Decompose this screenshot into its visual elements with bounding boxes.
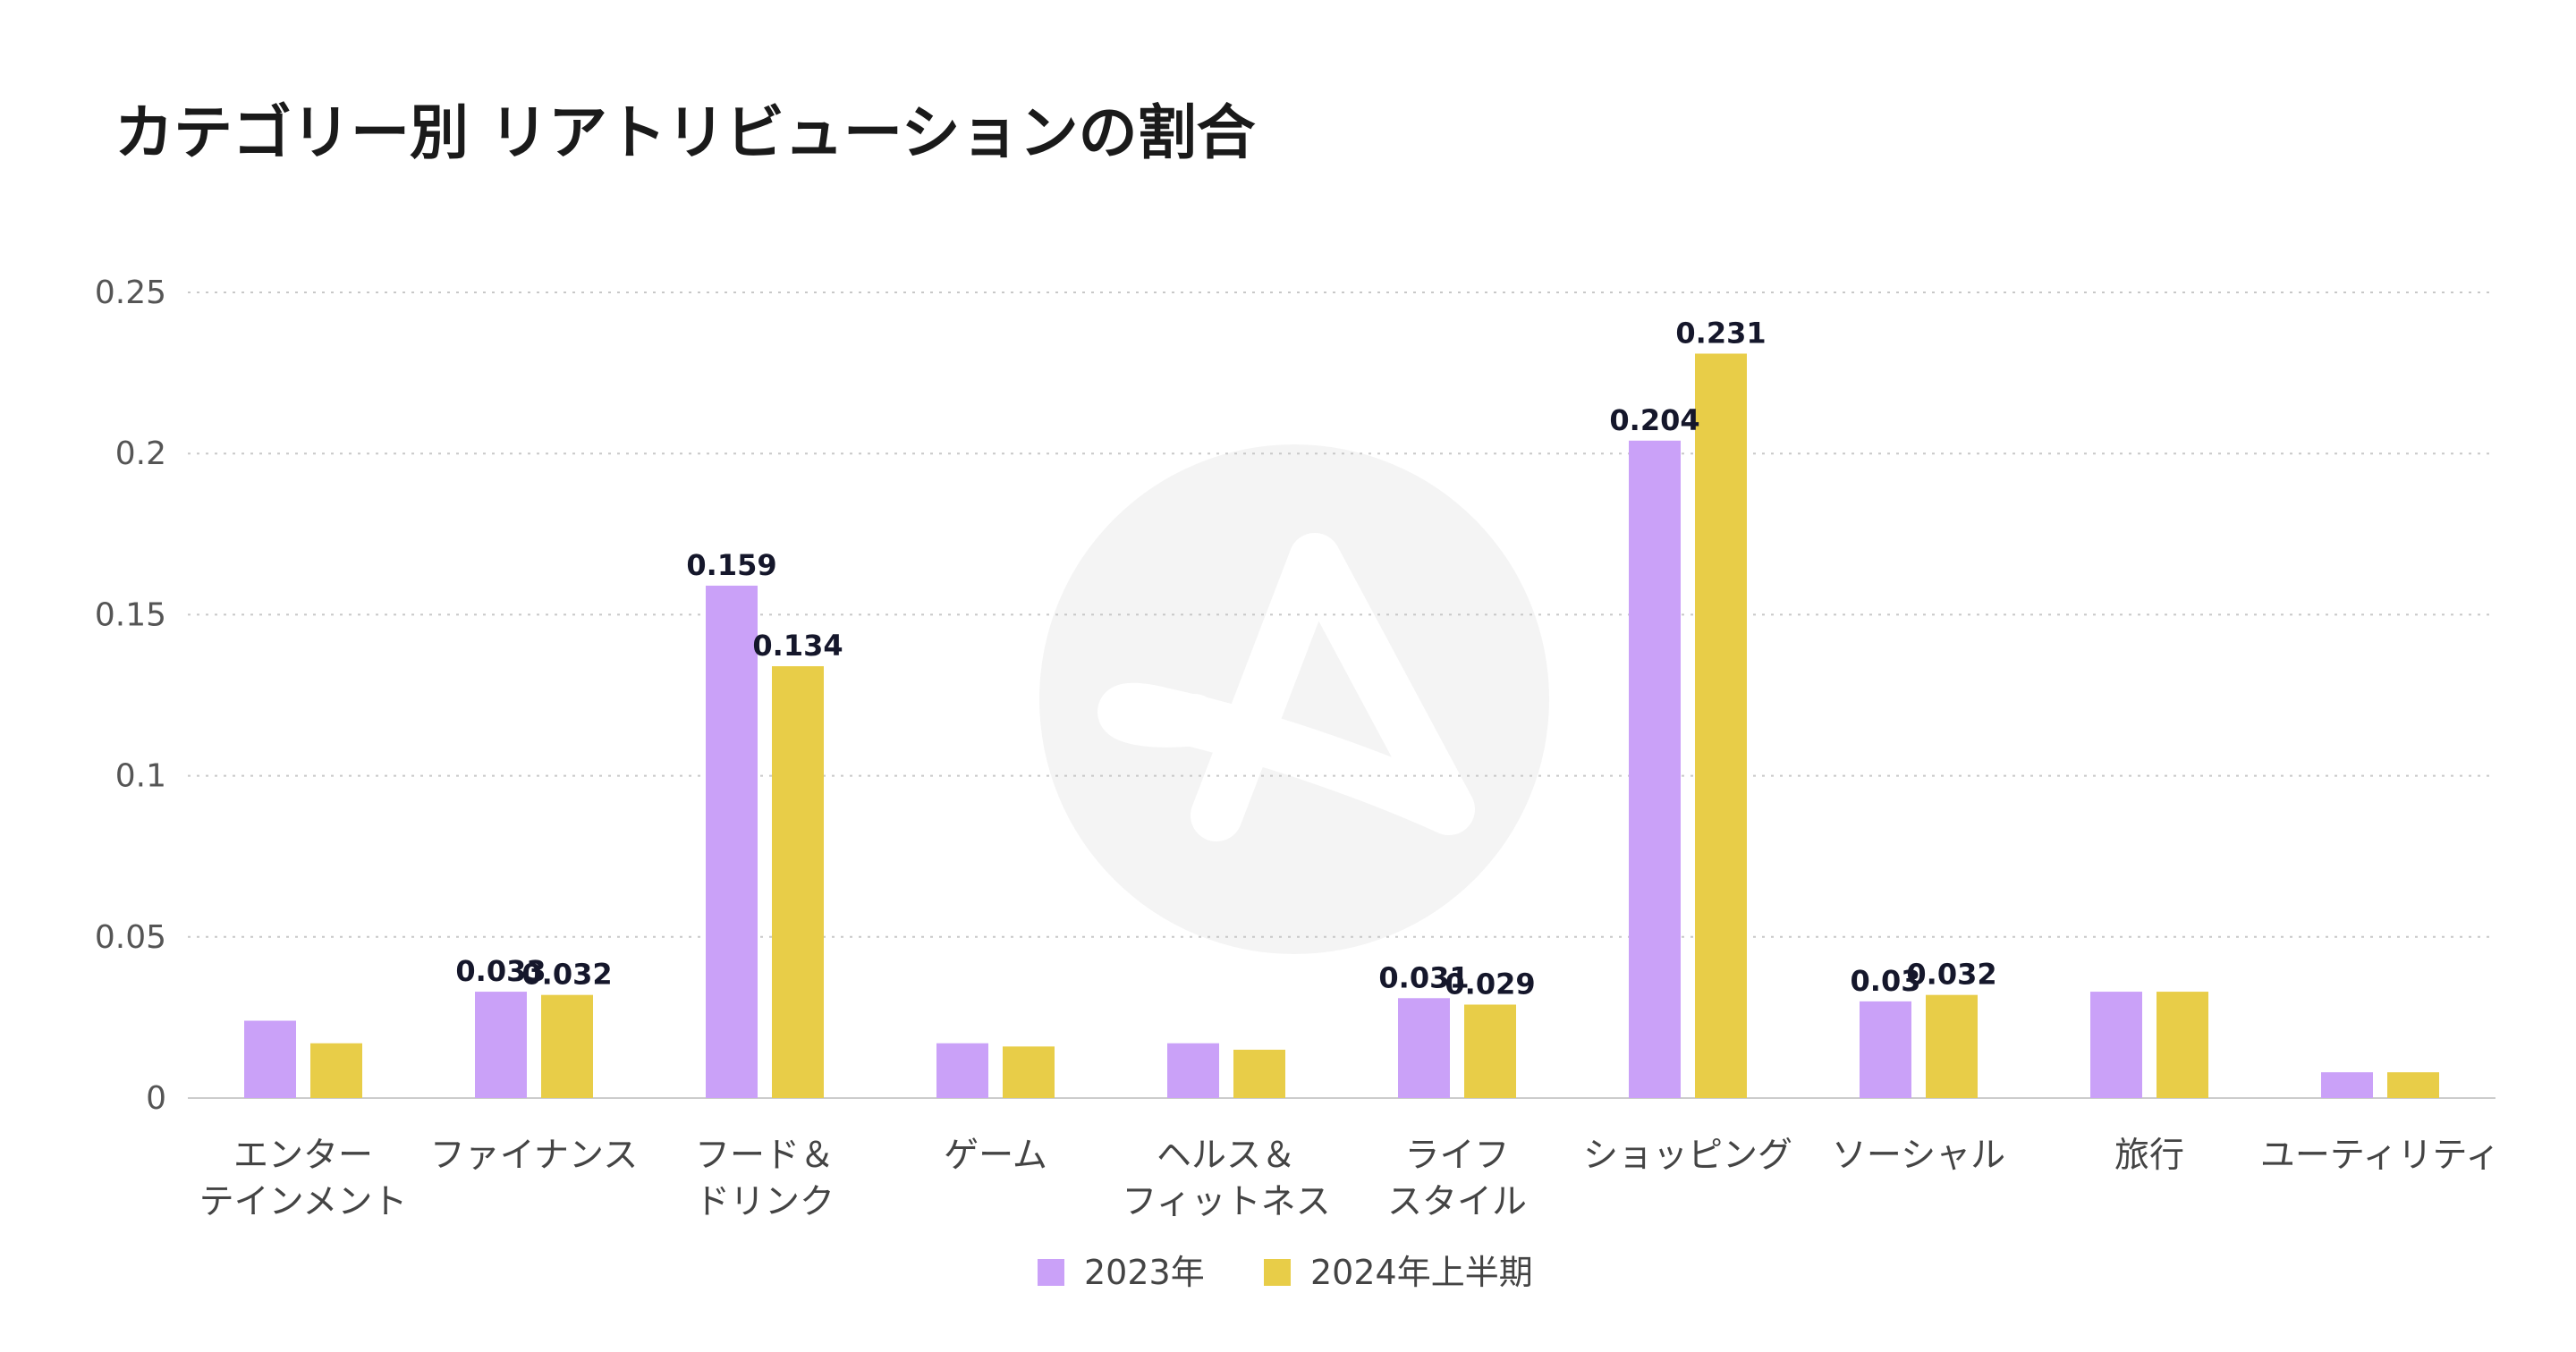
bar-series2 (1695, 353, 1747, 1098)
bar-series2 (2157, 992, 2208, 1098)
y-tick-label: 0.1 (115, 758, 166, 795)
legend-label: 2023年 (1084, 1253, 1205, 1292)
data-label: 0.029 (1445, 967, 1535, 1001)
y-tick-label: 0.05 (95, 919, 166, 956)
y-tick-label: 0 (146, 1080, 166, 1117)
x-tick-label: ヘルス＆ (1157, 1136, 1296, 1176)
data-labels: 0.0330.0320.1590.1340.0310.0290.2040.231… (455, 316, 1996, 1001)
bar-series2 (1233, 1049, 1285, 1098)
x-tick-label: ユーティリティ (2260, 1136, 2500, 1176)
bar-series1 (936, 1043, 988, 1098)
logo-watermark (1039, 444, 1549, 954)
x-tick-label: フィットネス (1122, 1182, 1330, 1222)
data-label: 0.03 (1851, 964, 1921, 998)
bar-series1 (475, 992, 527, 1098)
data-label: 0.032 (1906, 958, 1996, 992)
y-tick-label: 0.15 (95, 596, 166, 633)
bar-series2 (1003, 1046, 1055, 1098)
bar-series1 (2090, 992, 2142, 1098)
bar-series1 (1860, 1001, 1911, 1098)
bar-series2 (2387, 1072, 2439, 1098)
legend-swatch (1264, 1259, 1291, 1286)
data-label: 0.204 (1609, 403, 1699, 437)
legend: 2023年 2024年上半期 (1038, 1253, 1533, 1292)
bar-series1 (244, 1020, 296, 1098)
x-tick-label: フード＆ (695, 1136, 835, 1176)
legend-label: 2024年上半期 (1310, 1253, 1533, 1292)
bar-series2 (1926, 994, 1978, 1098)
x-tick-label: ライフ (1404, 1136, 1509, 1176)
y-tick-label: 0.2 (115, 435, 166, 472)
legend-swatch (1038, 1259, 1064, 1286)
x-tick-label: ドリンク (695, 1182, 835, 1222)
bar-series1 (1398, 998, 1450, 1098)
data-label: 0.031 (1378, 960, 1469, 994)
grid-lines (188, 292, 2496, 938)
x-tick-label: ゲーム (944, 1136, 1047, 1176)
bar-series2 (772, 666, 824, 1098)
bar-series2 (310, 1043, 362, 1098)
bar-series2 (541, 994, 593, 1098)
bar-series2 (1464, 1004, 1516, 1098)
data-label: 0.159 (686, 548, 776, 582)
bar-series1 (1167, 1043, 1219, 1098)
chart-title: カテゴリー別 リアトリビューションの割合 (114, 98, 1256, 167)
bar-series1 (2321, 1072, 2373, 1098)
x-tick-label: テインメント (199, 1182, 408, 1222)
x-tick-label: ソーシャル (1832, 1136, 2005, 1176)
y-tick-label: 0.25 (95, 275, 166, 311)
x-tick-label: スタイル (1387, 1182, 1527, 1222)
data-label: 0.134 (752, 629, 843, 663)
x-tick-label: ファイナンス (430, 1136, 638, 1176)
bar-series1 (1629, 440, 1681, 1098)
bars (244, 353, 2439, 1098)
data-label: 0.032 (521, 958, 612, 992)
bar-series1 (706, 585, 758, 1098)
x-tick-label: エンター (233, 1136, 373, 1176)
x-tick-label: ショッピング (1583, 1136, 1792, 1176)
data-label: 0.231 (1675, 316, 1766, 350)
y-axis: 0 0.05 0.1 0.15 0.2 0.25 (95, 275, 166, 1117)
data-label: 0.033 (455, 954, 546, 988)
x-tick-label: 旅行 (2114, 1136, 2184, 1176)
